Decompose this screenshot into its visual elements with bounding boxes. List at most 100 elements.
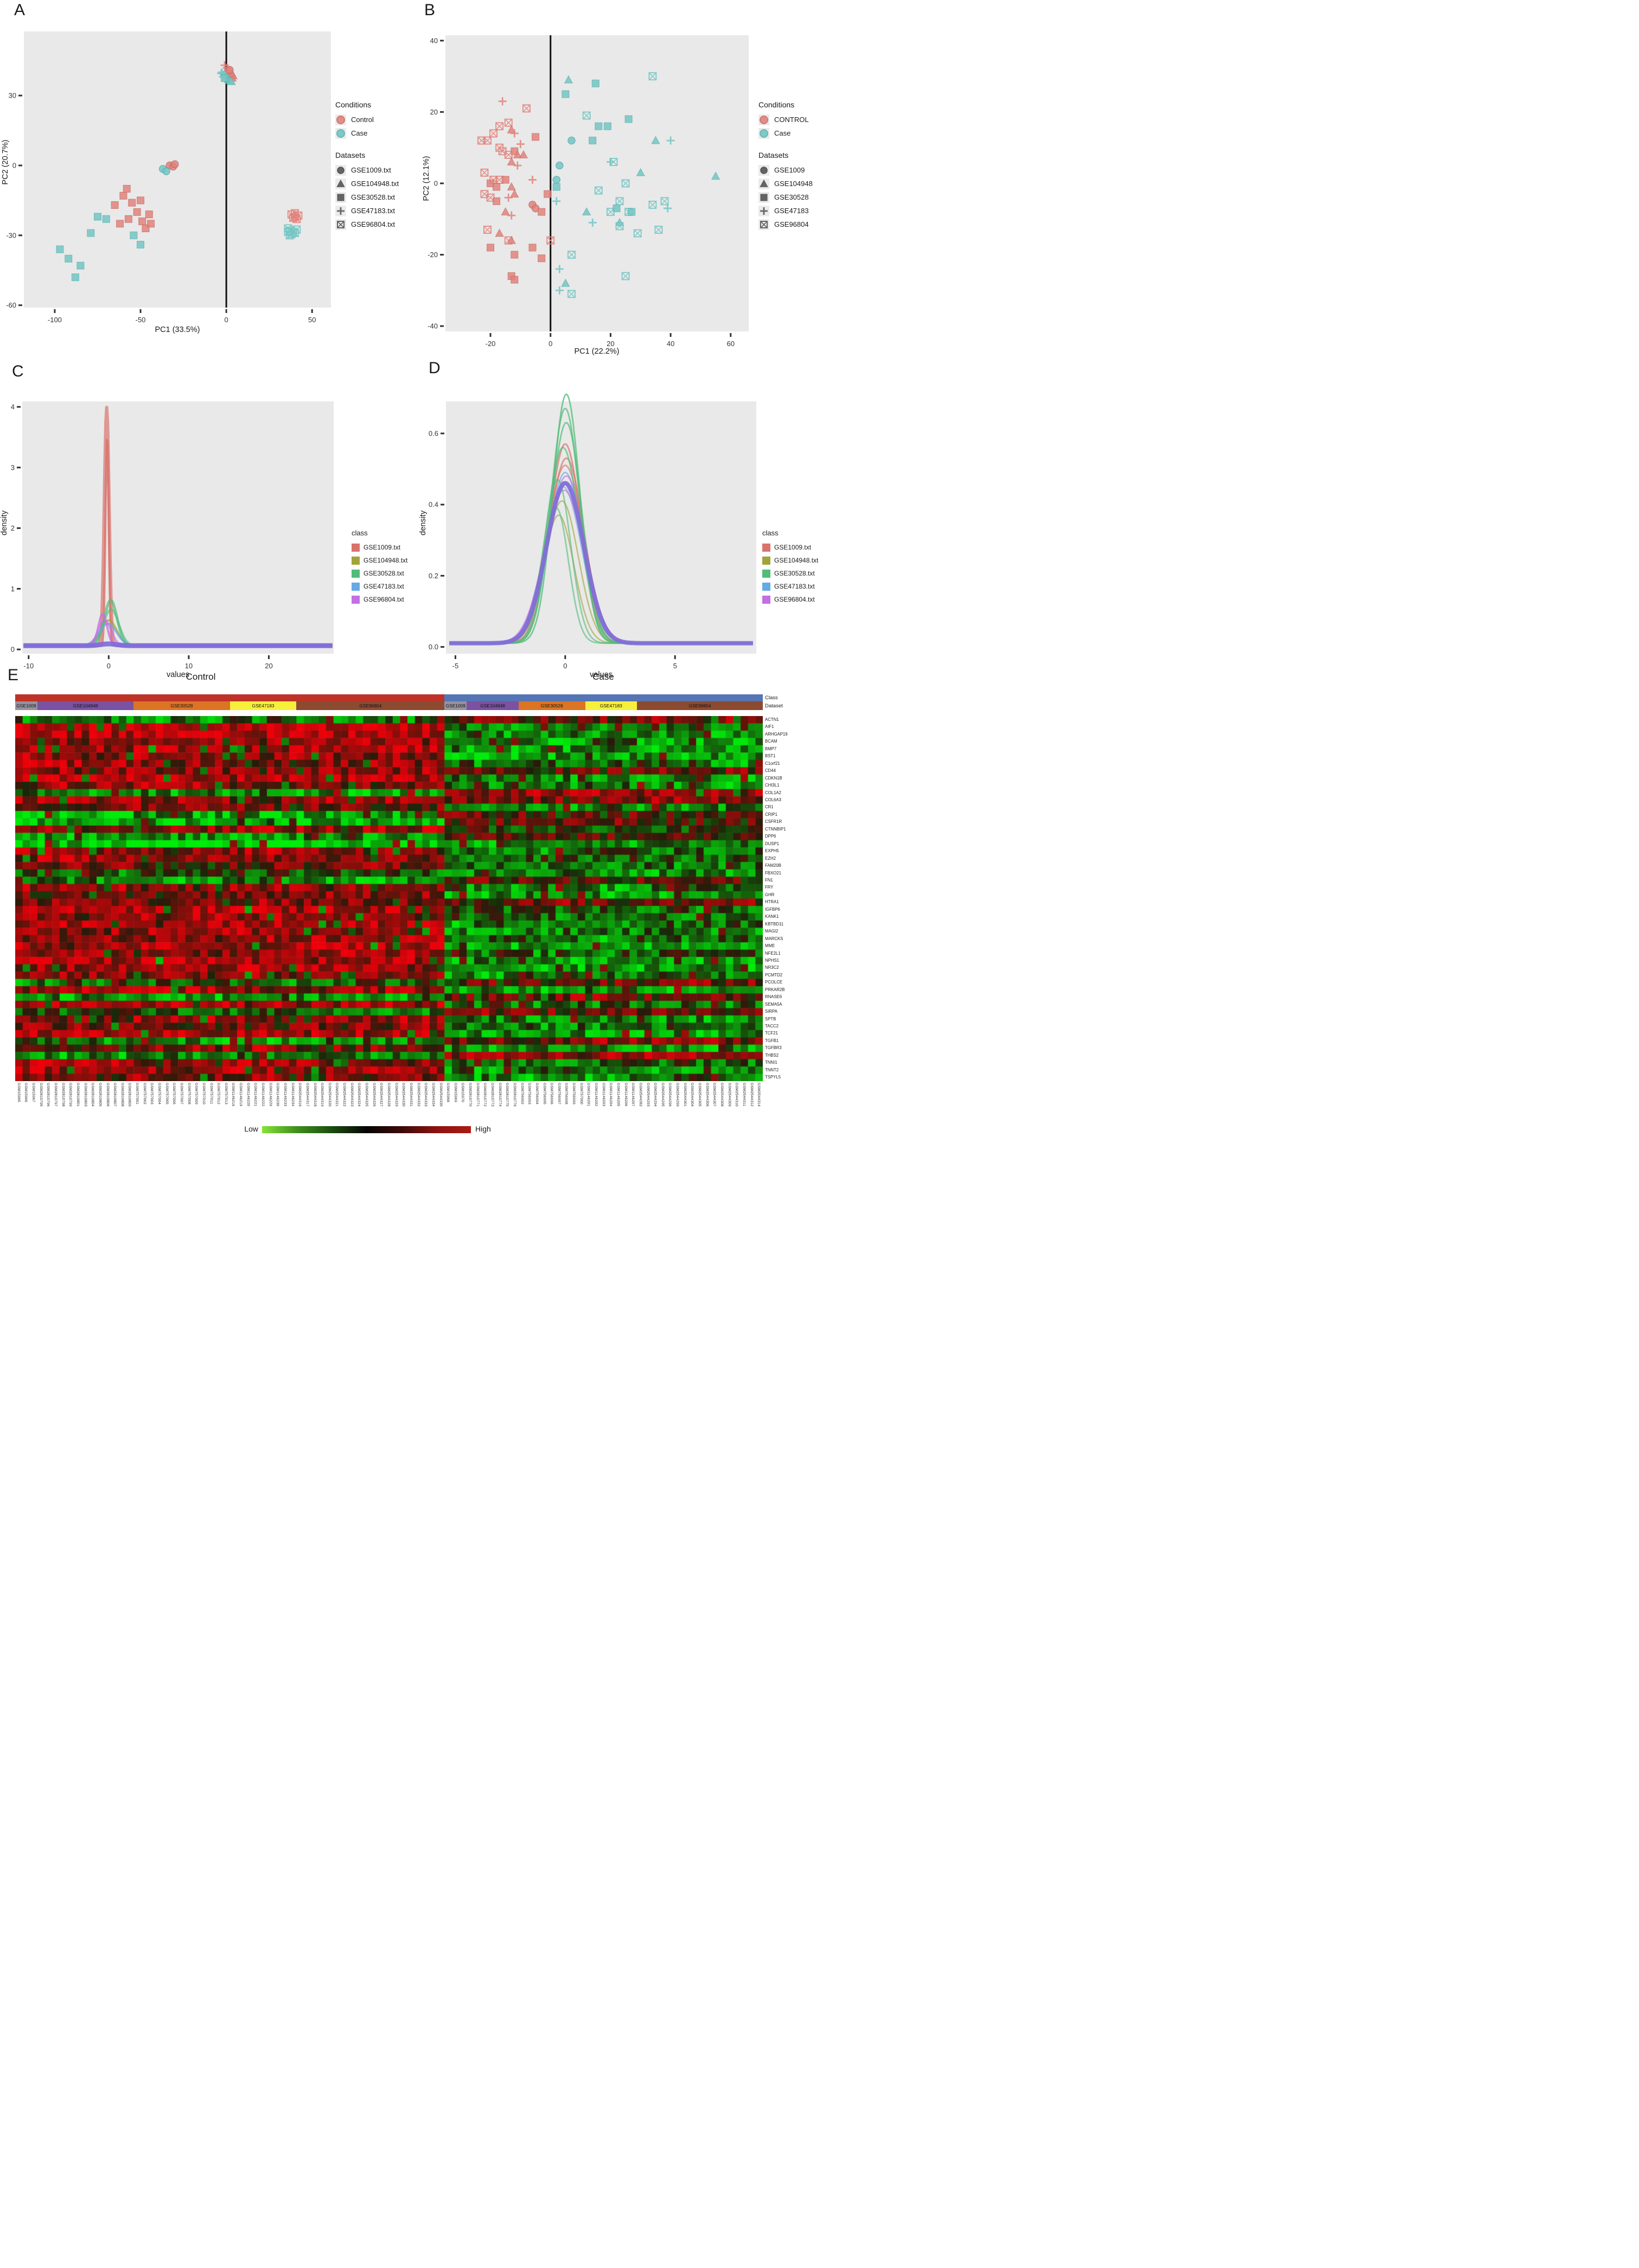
dataset-shape-t-icon [758,178,769,189]
gene-label-arhgap19: ARHGAP19 [765,731,788,737]
sample-label: GSM756996 [550,1083,554,1104]
heatmap-class-annotation-bar [15,694,763,701]
x-tick-label: 0 [549,340,552,348]
scatter-point [664,204,672,213]
gene-label-nphs1: NPHS1 [765,957,779,963]
class-segment-control [15,694,445,701]
dataset-segment-label: GSE47183 [600,703,622,708]
legend-item-label: GSE30528.txt [351,193,395,201]
scatter-point [124,215,132,223]
sample-label: GSM1146233 [283,1083,287,1107]
y-tick-label: 3 [11,463,15,471]
x-tick-label: -10 [23,662,34,670]
scatter-point [513,150,522,158]
x-tick-label: 0 [563,662,567,670]
scatter-point [501,207,510,216]
scatter-point [582,207,591,216]
legend-item-gse47183.txt: GSE47183.txt [352,580,407,593]
sample-label: GSM15968 [446,1083,450,1102]
scatter-point [567,136,576,145]
sample-label: GSM757013 [224,1083,228,1104]
sample-label: GSM757007 [179,1083,183,1104]
legend-item-label: GSE47183.txt [363,583,404,590]
legend-item-gse104948.txt: GSE104948.txt [352,554,407,567]
heatmap-dataset-annotation-bar: GSE1009 GSE104948 GSE30528 GSE47183 GSE96804… [15,701,763,710]
gene-label-nr3c2: NR3C2 [765,965,779,970]
pca-plot-b: -20 0 20 40 60 40 20 0 -20 -40 [428,35,749,348]
dataset-segment-gse96804: GSE96804 [296,701,445,710]
sample-label: GSM2810798 [61,1083,65,1107]
sample-label: GSM2544304 [690,1083,694,1107]
scatter-point [227,76,236,85]
legend-item-gse1009.txt: GSE1009.txt [352,541,407,554]
sample-label: GSM757006 [172,1083,176,1104]
plot-background [24,31,331,308]
gene-label-dusp1: DUSP1 [765,841,779,846]
scatter-point [532,133,540,141]
panel-b-y-axis-title: PC2 (12.1%) [422,156,431,201]
panel-a-label: A [14,1,25,19]
scatter-point [71,273,79,282]
plot-background [22,401,334,654]
sample-label: GSM2544335 [438,1083,443,1107]
scatter-point [544,190,552,198]
density-curve [448,481,755,646]
gene-label-fam20b: FAM20B [765,863,781,868]
panel-a-y-axis-title: PC2 (20.7%) [1,139,10,185]
legend-item-label: Control [351,116,374,124]
sample-label: GSM2544317 [305,1083,309,1107]
sample-label: GSM1146222 [261,1083,265,1107]
sample-label: GSM2544310 [735,1083,739,1107]
sample-label: GSM1146206 [623,1083,628,1107]
scatter-point [220,74,228,82]
dataset-segment-gse1009: GSE1009 [15,701,37,710]
legend-item-gse47183: GSE47183 [758,204,813,218]
sample-label: GSM2810804 [91,1083,95,1107]
density-plot-d: -5 0 5 0.6 0.4 0.2 0.0 [429,393,756,670]
scatter-point [226,66,234,74]
dataset-segment-gse47183: GSE47183 [585,701,637,710]
panel-a-conditions-legend-title: Conditions [335,100,372,109]
legend-item-label: GSE104948 [774,180,813,188]
gene-label-htra1: HTRA1 [765,899,779,905]
legend-item-gse1009.txt: GSE1009.txt [762,541,818,554]
scatter-point [588,218,597,227]
gene-label-cr1: CR1 [765,804,774,810]
scatter-point [666,136,675,145]
sample-label: GSM1146203 [601,1083,605,1107]
heatmap-control-group-title: Control [186,672,216,682]
y-tick-label: 0 [434,180,438,188]
y-tick-label: 4 [11,403,15,411]
dataset-shape-c-icon [758,164,769,176]
legend-item-label: GSE1009.txt [363,544,401,551]
scatter-point [511,276,519,284]
dataset-segment-gse47183: GSE47183 [229,701,297,710]
scatter-point [111,201,119,209]
scatter-point [137,241,145,249]
legend-item-label: GSE104948.txt [774,557,819,564]
dataset-shape-s-icon [758,191,769,203]
panel-a-x-axis-title: PC1 (33.5%) [155,325,200,334]
colorbar-high-label: High [475,1125,491,1133]
legend-item-gse1009.txt: GSE1009.txt [335,163,399,177]
sample-label: GSM2544319 [320,1083,324,1107]
sample-label: GSM15967 [31,1083,36,1102]
condition-swatch-icon [758,114,769,125]
scatter-point [292,225,301,234]
scatter-point [483,136,492,145]
scatter-point [56,245,64,253]
dataset-segment-gse96804: GSE96804 [637,701,763,710]
scatter-point [603,122,611,130]
sample-label: GSM2810775 [505,1083,509,1107]
dataset-segment-label: GSE104948 [480,703,505,708]
scatter-point [507,235,516,244]
legend-item-gse47183.txt: GSE47183.txt [762,580,818,593]
x-tick-label: -50 [136,316,146,324]
sample-label: GSM2810771 [475,1083,480,1107]
scatter-point [336,179,345,187]
panel-b-label: B [424,1,436,19]
gene-label-fry: FRY [765,885,774,890]
panel-b-legend: Conditions CONTROL Case Datasets GSE1009 G… [758,100,813,231]
scatter-point [760,179,768,187]
sample-label: GSM2544322 [342,1083,347,1107]
